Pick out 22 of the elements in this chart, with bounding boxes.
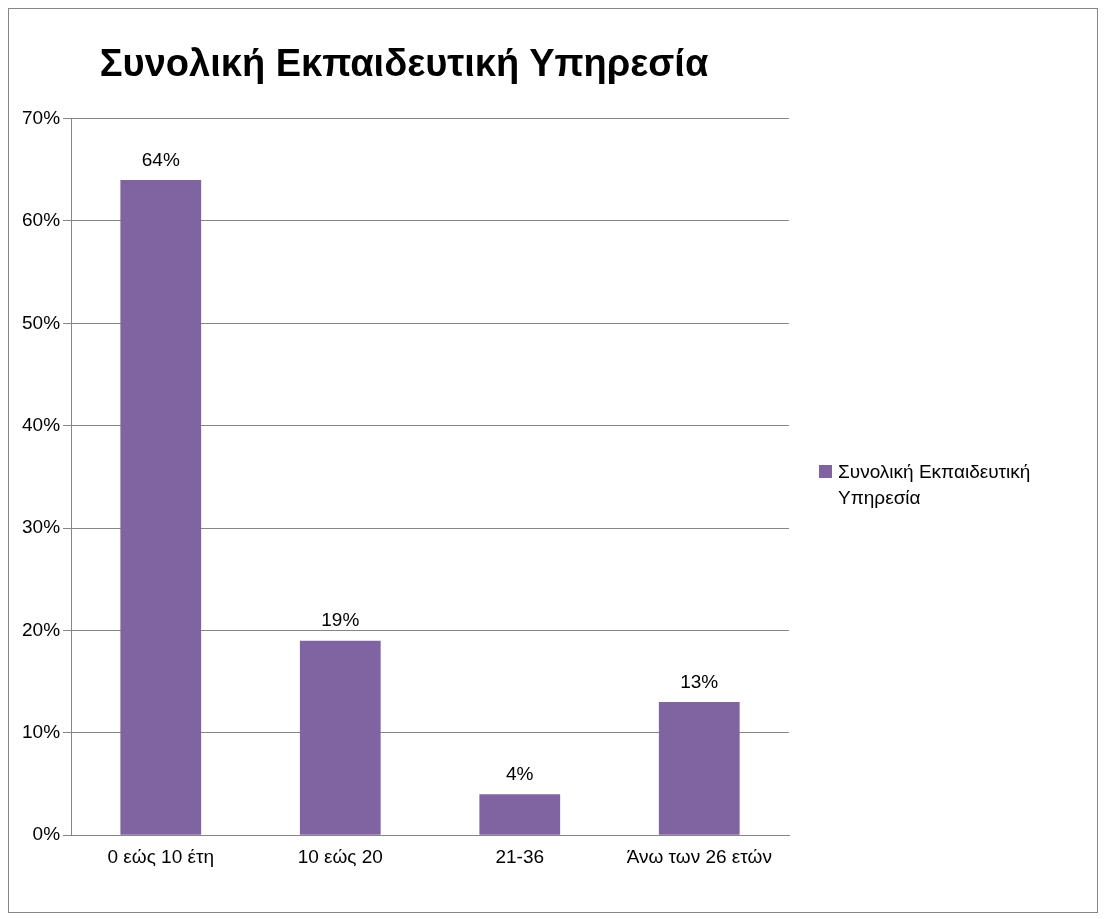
- y-tick-label: 70%: [22, 106, 61, 128]
- bar: [120, 180, 202, 835]
- y-tick-label: 0%: [32, 823, 61, 845]
- y-tick-label: 50%: [22, 311, 61, 333]
- x-tick-label: Άνω των 26 ετών: [626, 845, 772, 867]
- y-tick-label: 60%: [22, 209, 61, 231]
- bar: [479, 794, 561, 835]
- y-tick-label: 30%: [22, 516, 61, 538]
- x-tick-label: 10 εώς 20: [297, 845, 383, 867]
- legend-label: Συνολική Εκπαιδευτική Υπηρεσία: [838, 460, 1032, 510]
- data-label: 19%: [321, 609, 360, 631]
- chart-title: Συνολική Εκπαιδευτική Υπηρεσία: [99, 42, 709, 85]
- data-label: 13%: [680, 670, 719, 692]
- bar: [658, 702, 740, 835]
- data-label: 4%: [506, 762, 534, 784]
- y-tick-label: 10%: [22, 721, 61, 743]
- x-tick-label: 0 εώς 10 έτη: [107, 845, 215, 867]
- bar: [299, 640, 381, 835]
- y-tick-label: 40%: [22, 413, 61, 435]
- x-tick-label: 21-36: [495, 845, 545, 867]
- data-label: 64%: [141, 148, 180, 170]
- y-tick-label: 20%: [22, 618, 61, 640]
